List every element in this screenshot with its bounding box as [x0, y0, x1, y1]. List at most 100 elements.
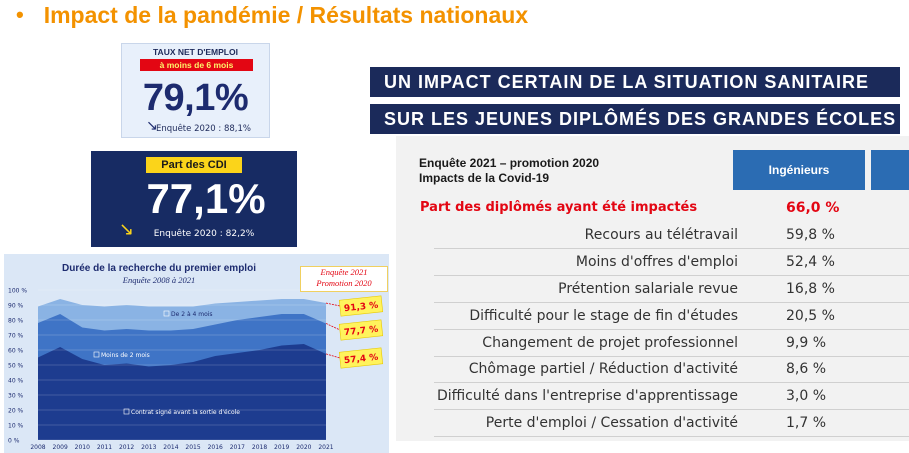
- y-tick-label: 0 %: [8, 438, 20, 445]
- y-tick-label: 80 %: [8, 318, 24, 325]
- y-tick-label: 10 %: [8, 423, 24, 430]
- column-header-next: [871, 150, 909, 190]
- legend-swatch: [93, 351, 100, 358]
- y-tick-label: 60 %: [8, 348, 24, 355]
- row-value: 16,8 %: [786, 280, 835, 297]
- x-tick-label: 2013: [141, 444, 156, 451]
- row-divider: [434, 355, 909, 357]
- row-value: 59,8 %: [786, 226, 835, 243]
- table-row: Moins d'offres d'emploi 52,4 %: [410, 250, 909, 276]
- legend-swatch: [123, 408, 130, 415]
- banner-line-1: UN IMPACT CERTAIN DE LA SITUATION SANITA…: [370, 67, 900, 97]
- table-row: Chômage partiel / Réduction d'activité 8,…: [410, 357, 909, 384]
- chart-svg: 0 % 10 % 20 % 30 % 40 % 50 % 60 % 70 % 80 % 90 % 1…: [8, 288, 384, 451]
- chart-title: Durée de la recherche du premier emploi: [62, 263, 256, 274]
- row-divider: [434, 274, 909, 276]
- row-label: Recours au télétravail: [584, 226, 738, 243]
- table-header-line-1: Enquête 2021 – promotion 2020: [419, 156, 600, 170]
- callout-box: [338, 347, 384, 369]
- callout-value: 77,7 %: [344, 325, 379, 339]
- table-row: Difficulté dans l'entreprise d'apprentis…: [410, 384, 909, 411]
- callout-leader: [325, 323, 341, 331]
- table-row: Recours au télétravail 59,8 %: [410, 223, 909, 249]
- series-label: Contrat signé avant la sortie d'école: [131, 409, 240, 416]
- x-tick-label: 2016: [208, 444, 223, 451]
- series-label: De 2 à 4 mois: [171, 311, 213, 318]
- bullet-icon: •: [16, 2, 24, 27]
- x-tick-label: 2014: [163, 444, 178, 451]
- table-row: Difficulté pour le stage de fin d'études…: [410, 304, 909, 330]
- curved-arrow-icon: ↘: [119, 219, 135, 240]
- callout-value: 91,3 %: [344, 301, 379, 315]
- table-row: Part des diplômés ayant été impactés 66,0…: [410, 196, 909, 222]
- slide-title: • Impact de la pandémie / Résultats nati…: [16, 0, 528, 30]
- series-area: [38, 344, 326, 440]
- employment-rate-previous: Enquête 2020 : 88,1%: [156, 124, 251, 134]
- y-tick-label: 70 %: [8, 333, 24, 340]
- row-divider: [434, 301, 909, 303]
- banner-line-2: SUR LES JEUNES DIPLÔMÉS DES GRANDES ÉCOL…: [370, 104, 900, 134]
- x-tick-label: 2020: [296, 444, 311, 451]
- x-tick-label: 2015: [185, 444, 200, 451]
- y-tick-label: 100 %: [8, 288, 27, 295]
- x-tick-label: 2012: [119, 444, 134, 451]
- y-tick-label: 20 %: [8, 408, 24, 415]
- x-tick-label: 2021: [318, 444, 333, 451]
- callout-box: [338, 319, 384, 341]
- row-label: Moins d'offres d'emploi: [575, 253, 738, 270]
- row-value: 3,0 %: [786, 388, 827, 405]
- table-header-line-2: Impacts de la Covid-19: [419, 171, 550, 185]
- x-tick-label: 2010: [75, 444, 90, 451]
- x-tick-label: 2018: [252, 444, 267, 451]
- chart-callout-header: Enquête 2021 Promotion 2020: [300, 266, 388, 292]
- cdi-share-label: Part des CDI: [146, 157, 242, 173]
- row-value: 66,0 %: [786, 200, 840, 216]
- row-divider: [434, 247, 909, 249]
- row-label: Prétention salariale revue: [558, 280, 738, 297]
- row-divider: [434, 382, 909, 384]
- x-tick-label: 2011: [97, 444, 112, 451]
- slide-title-text: Impact de la pandémie / Résultats nation…: [43, 1, 529, 28]
- x-tick-label: 2019: [274, 444, 289, 451]
- y-tick-label: 40 %: [8, 378, 24, 385]
- row-label: Difficulté pour le stage de fin d'études: [469, 307, 738, 324]
- cdi-share-previous: Enquête 2020 : 82,2%: [153, 229, 255, 239]
- column-header-engineers: Ingénieurs: [733, 150, 865, 190]
- search-duration-chart: Durée de la recherche du premier emploi …: [4, 254, 389, 453]
- employment-rate-label: TAUX NET D'EMPLOI: [153, 47, 238, 57]
- table-row: Prétention salariale revue 16,8 %: [410, 277, 909, 303]
- callout-value: 57,4 %: [344, 353, 379, 367]
- row-divider: [434, 436, 909, 438]
- cdi-share-card: Part des CDI 77,1% ↘ Enquête 2020 : 82,2…: [91, 151, 297, 247]
- employment-rate-sublabel: à moins de 6 mois: [140, 59, 253, 71]
- series-label: Moins de 2 mois: [101, 352, 150, 359]
- callout-header-line-2: Promotion 2020: [316, 278, 372, 288]
- callout-header-line-1: Enquête 2021: [320, 267, 368, 277]
- row-label: Part des diplômés ayant été impactés: [420, 200, 698, 215]
- row-value: 20,5 %: [786, 307, 835, 324]
- chart-subtitle: Enquête 2008 à 2021: [122, 275, 196, 285]
- row-value: 1,7 %: [786, 415, 827, 432]
- row-label: Perte d'emploi / Cessation d'activité: [485, 415, 738, 432]
- employment-rate-card: TAUX NET D'EMPLOI à moins de 6 mois 79,1…: [121, 43, 270, 138]
- employment-rate-value: 79,1%: [142, 77, 249, 119]
- cdi-share-value: 77,1%: [146, 175, 266, 222]
- curved-arrow-icon: ↘: [146, 118, 158, 134]
- row-divider: [434, 409, 909, 411]
- callout-leader: [325, 302, 341, 307]
- legend-swatch: [163, 310, 170, 317]
- x-tick-label: 2009: [53, 444, 68, 451]
- row-label: Difficulté dans l'entreprise d'apprentis…: [436, 388, 738, 405]
- x-tick-label: 2008: [30, 444, 45, 451]
- row-label: Chômage partiel / Réduction d'activité: [468, 361, 738, 378]
- y-tick-label: 50 %: [8, 363, 24, 370]
- x-tick-label: 2017: [230, 444, 245, 451]
- row-value: 52,4 %: [786, 253, 835, 270]
- row-divider: [434, 328, 909, 330]
- y-tick-label: 30 %: [8, 393, 24, 400]
- callout-leader: [325, 353, 341, 359]
- row-value: 8,6 %: [786, 361, 827, 378]
- row-value: 9,9 %: [786, 334, 827, 351]
- callout-box: [338, 295, 384, 317]
- table-row: Perte d'emploi / Cessation d'activité 1,7…: [410, 411, 909, 438]
